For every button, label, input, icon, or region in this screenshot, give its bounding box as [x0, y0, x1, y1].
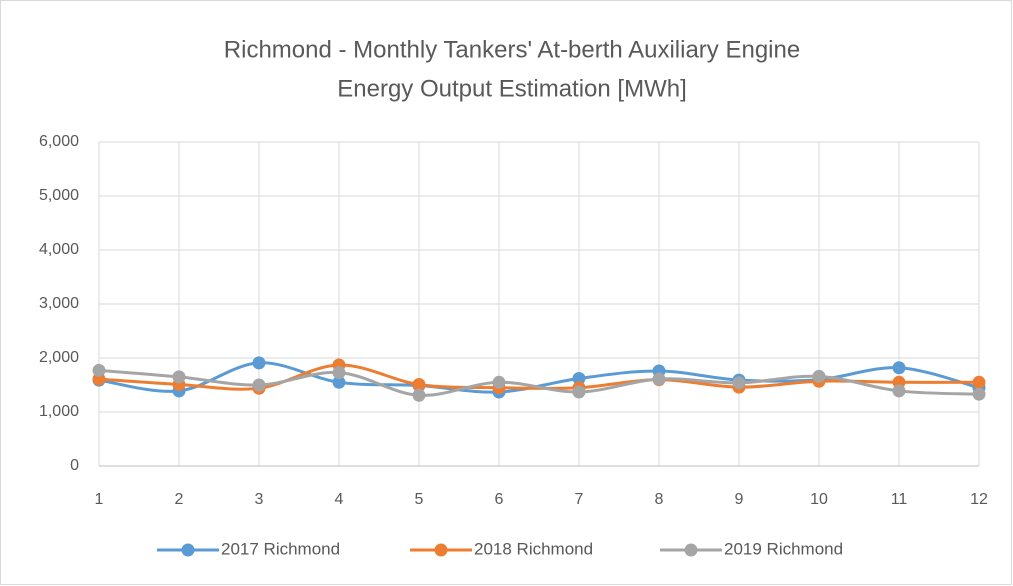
legend-marker: [684, 543, 698, 557]
series-marker: [732, 376, 746, 390]
x-tick-label: 8: [655, 491, 664, 508]
series-marker: [812, 369, 826, 383]
series-marker: [492, 375, 506, 389]
series-marker: [252, 378, 266, 392]
x-tick-label: 6: [495, 491, 504, 508]
series-marker: [332, 366, 346, 380]
x-tick-label: 10: [810, 491, 828, 508]
x-tick-label: 12: [970, 491, 988, 508]
series-marker: [652, 372, 666, 386]
x-tick-label: 7: [575, 491, 584, 508]
x-tick-label: 3: [255, 491, 264, 508]
x-tick-label: 9: [735, 491, 744, 508]
y-tick-label: 2,000: [39, 349, 79, 366]
x-tick-label: 11: [891, 491, 908, 508]
y-tick-label: 4,000: [39, 241, 79, 258]
x-tick-label: 4: [335, 491, 344, 508]
series-marker: [572, 372, 586, 386]
series-marker: [92, 363, 106, 377]
legend-label: 2017 Richmond: [221, 539, 340, 558]
y-tick-label: 0: [70, 457, 79, 474]
series-marker: [892, 361, 906, 375]
x-tick-label: 5: [415, 491, 424, 508]
series-marker: [412, 388, 426, 402]
y-tick-label: 1,000: [39, 403, 79, 420]
x-tick-label: 1: [95, 491, 104, 508]
series-marker: [572, 385, 586, 399]
series-marker: [892, 384, 906, 398]
series-marker: [972, 375, 986, 389]
series-marker: [172, 370, 186, 384]
series-marker: [332, 375, 346, 389]
legend-marker: [434, 543, 448, 557]
x-tick-label: 2: [175, 491, 184, 508]
legend-marker: [181, 543, 195, 557]
y-tick-label: 3,000: [39, 295, 79, 312]
legend-label: 2019 Richmond: [724, 539, 843, 558]
series-marker: [252, 356, 266, 370]
chart-title: Richmond - Monthly Tankers' At-berth Aux…: [224, 36, 800, 63]
legend-label: 2018 Richmond: [474, 539, 593, 558]
series-marker: [412, 377, 426, 391]
y-tick-label: 5,000: [39, 187, 79, 204]
series-marker: [972, 387, 986, 401]
y-tick-label: 6,000: [39, 133, 79, 150]
chart-title: Energy Output Estimation [MWh]: [337, 75, 686, 102]
